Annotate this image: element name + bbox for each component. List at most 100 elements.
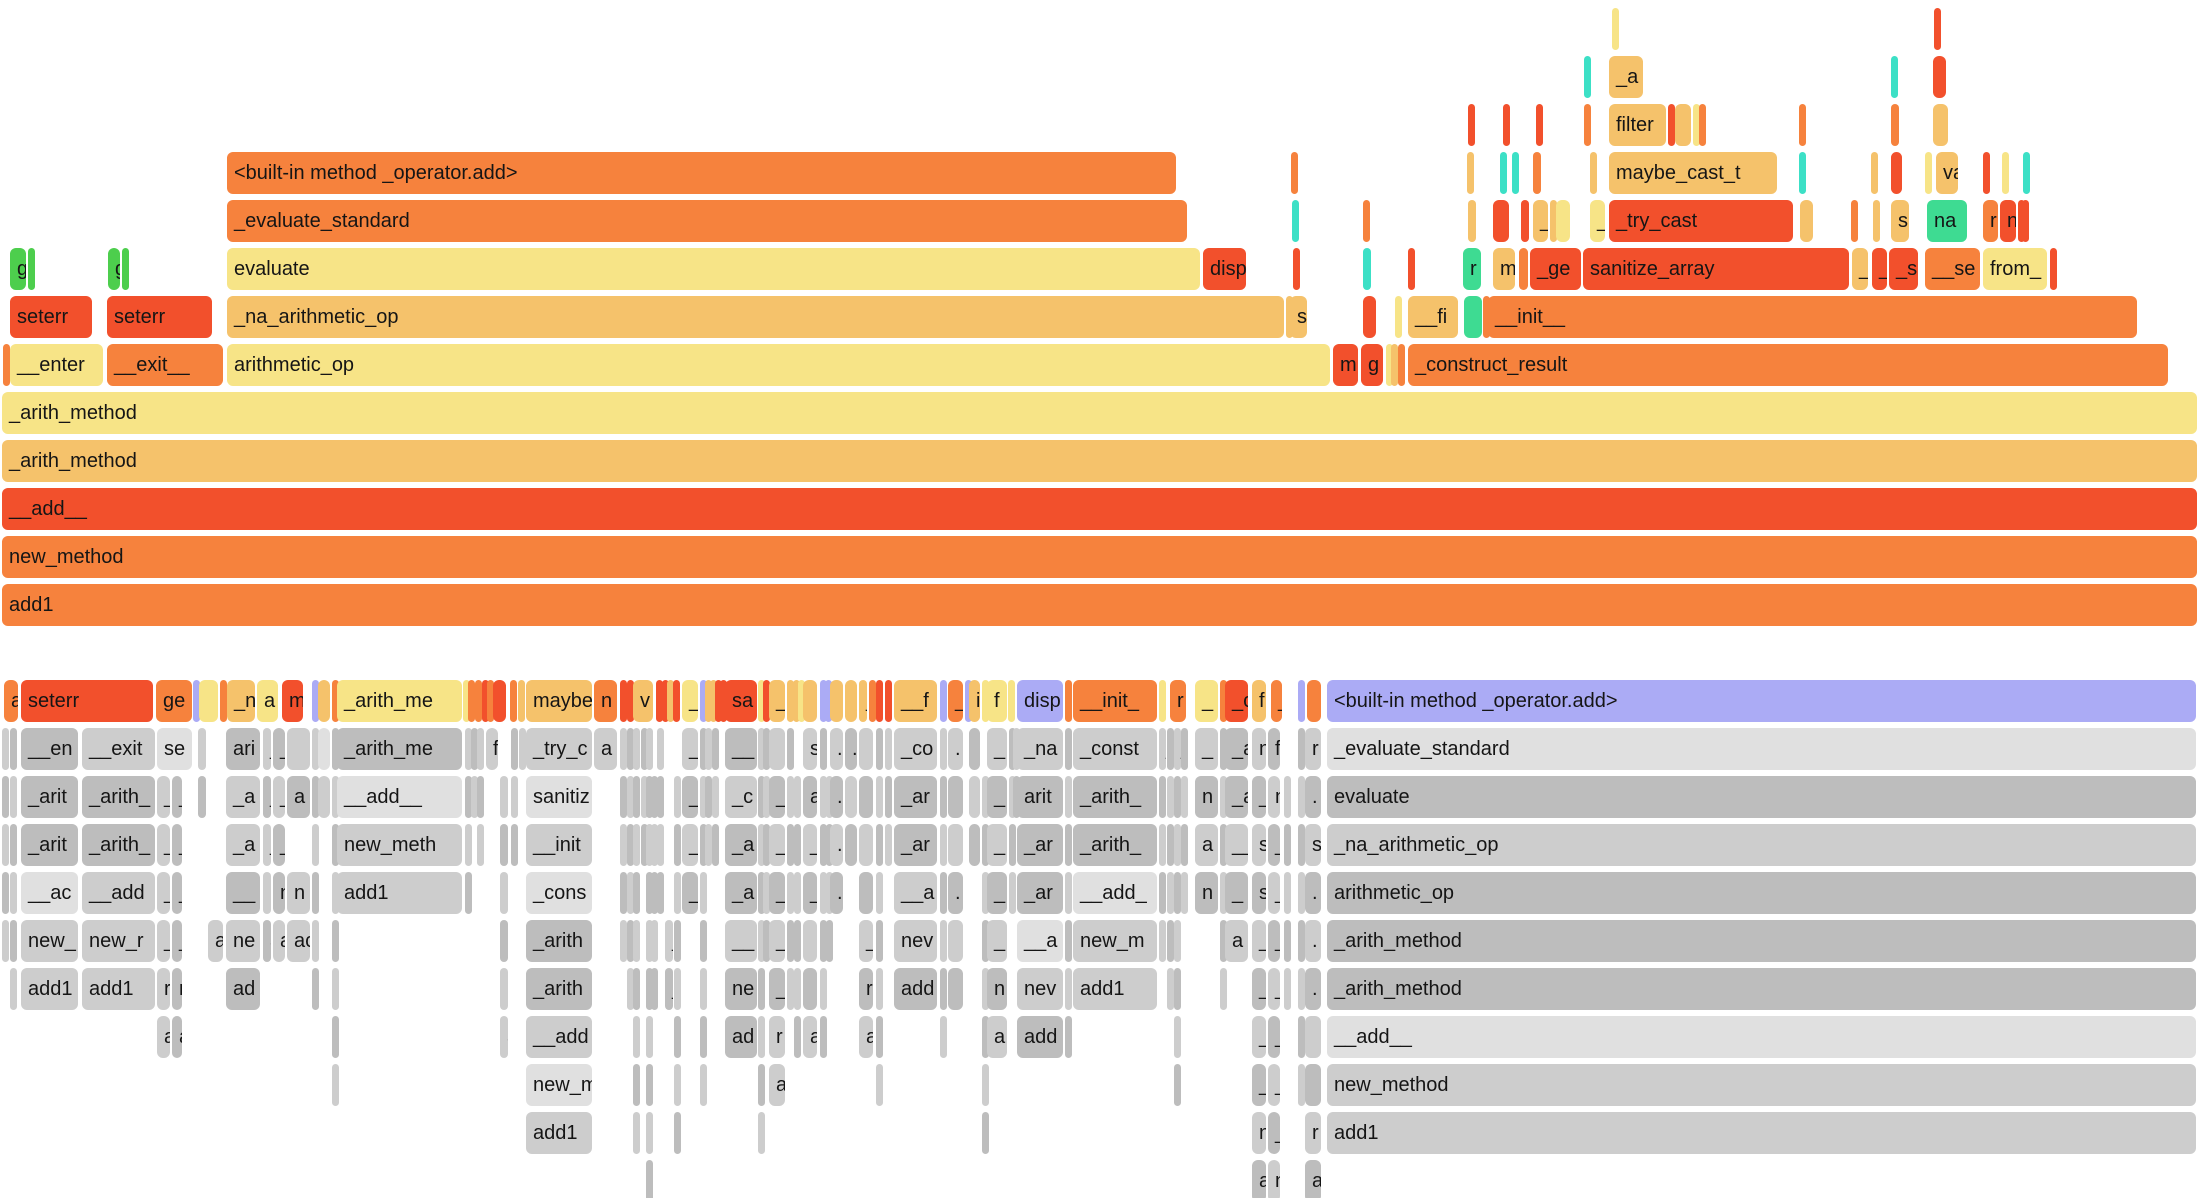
frame-sliver[interactable]: _: [1268, 920, 1280, 962]
frame-a[interactable]: __a: [894, 872, 937, 914]
frame-new-method[interactable]: new_method: [2, 536, 2197, 578]
frame-sliver[interactable]: [1174, 824, 1181, 866]
frame-sliver[interactable]: [465, 776, 472, 818]
frame-sliver[interactable]: [763, 920, 770, 962]
frame-ar[interactable]: _ar: [1017, 824, 1063, 866]
frame-sliver[interactable]: [1167, 920, 1174, 962]
frame-sliver[interactable]: [633, 824, 640, 866]
frame-sliver[interactable]: [1584, 56, 1591, 98]
frame-sliver[interactable]: [826, 824, 833, 866]
frame-sliver[interactable]: [712, 776, 719, 818]
frame-n[interactable]: n: [1268, 1160, 1280, 1198]
frame-sliver[interactable]: _: [157, 920, 170, 962]
frame-evaluate-standard[interactable]: _evaluate_standard: [227, 200, 1187, 242]
frame-exit[interactable]: __exit: [82, 728, 155, 770]
frame-sliver[interactable]: [674, 872, 681, 914]
frame-sanitiz[interactable]: sanitiz: [526, 776, 592, 818]
frame-sliver[interactable]: [763, 728, 770, 770]
frame-sliver[interactable]: _: [1268, 1064, 1280, 1106]
frame-sliver[interactable]: _: [1268, 824, 1280, 866]
frame-sliver[interactable]: [1873, 200, 1880, 242]
frame-sliver[interactable]: [1009, 824, 1016, 866]
frame-arith[interactable]: _arith_: [82, 776, 155, 818]
frame-arith-method[interactable]: _arith_method: [1327, 968, 2196, 1010]
frame-sliver[interactable]: [646, 728, 653, 770]
frame-init[interactable]: __init_: [1073, 680, 1157, 722]
frame-arith-method[interactable]: _arith_method: [2, 440, 2197, 482]
frame-sliver[interactable]: [1298, 968, 1305, 1010]
frame-sliver[interactable]: [1220, 680, 1227, 722]
frame-sliver[interactable]: [885, 776, 892, 818]
frame-sliver[interactable]: [1065, 680, 1072, 722]
frame-a[interactable]: a: [803, 776, 817, 818]
frame-sliver[interactable]: [1500, 152, 1507, 194]
frame-sliver[interactable]: _: [1852, 248, 1868, 290]
frame-sliver[interactable]: [674, 1112, 681, 1154]
frame-add[interactable]: add: [894, 968, 937, 1010]
frame-sliver[interactable]: [794, 872, 801, 914]
frame-a[interactable]: a: [1252, 1160, 1266, 1198]
frame-n[interactable]: n: [987, 968, 1007, 1010]
frame-sliver[interactable]: [1363, 248, 1371, 290]
frame-sliver[interactable]: [471, 728, 478, 770]
frame-sliver[interactable]: [712, 824, 719, 866]
frame-sliver[interactable]: [620, 728, 627, 770]
frame-sliver[interactable]: [2018, 200, 2025, 242]
frame-sliver[interactable]: [2, 920, 9, 962]
frame-ar[interactable]: _ar: [894, 824, 937, 866]
frame-sliver[interactable]: [803, 680, 817, 722]
frame-sliver[interactable]: [1305, 1064, 1321, 1106]
frame-sliver[interactable]: [1933, 56, 1946, 98]
frame-sliver[interactable]: [940, 776, 947, 818]
frame-sliver[interactable]: [627, 968, 634, 1010]
frame-sliver[interactable]: _: [157, 824, 170, 866]
frame-se[interactable]: __se: [1925, 248, 1980, 290]
frame-sliver[interactable]: [758, 728, 765, 770]
frame-sliver[interactable]: [982, 680, 989, 722]
frame-sliver[interactable]: [500, 920, 508, 962]
frame-a[interactable]: _a: [273, 728, 285, 770]
frame-r[interactable]: r: [1305, 1112, 1321, 1154]
frame-sliver[interactable]: [312, 728, 319, 770]
frame-sliver[interactable]: [199, 680, 218, 722]
frame-sliver[interactable]: [1065, 776, 1072, 818]
frame-sliver[interactable]: [982, 776, 989, 818]
frame-sliver[interactable]: [820, 728, 827, 770]
frame-sliver[interactable]: [1174, 872, 1181, 914]
frame-sliver[interactable]: [876, 872, 883, 914]
frame-seterr[interactable]: seterr: [21, 680, 153, 722]
frame-sliver[interactable]: [820, 776, 827, 818]
frame-sliver[interactable]: [318, 680, 330, 722]
frame-g[interactable]: g: [1361, 344, 1383, 386]
frame-sliver[interactable]: [820, 872, 827, 914]
frame-sliver[interactable]: [826, 872, 833, 914]
frame-sliver[interactable]: [758, 1064, 765, 1106]
frame-sliver[interactable]: _: [769, 680, 785, 722]
frame-sliver[interactable]: [332, 824, 339, 866]
frame-sliver[interactable]: [803, 920, 817, 962]
frame-r[interactable]: r: [1170, 680, 1186, 722]
frame-sliver[interactable]: [627, 776, 634, 818]
frame-sliver[interactable]: [627, 680, 634, 722]
frame-sliver[interactable]: [332, 680, 339, 722]
frame-g[interactable]: g: [108, 248, 120, 290]
frame-sliver[interactable]: [1167, 824, 1174, 866]
frame-sliver[interactable]: [1284, 824, 1291, 866]
frame-a[interactable]: a: [594, 728, 617, 770]
frame-sliver[interactable]: _: [682, 728, 698, 770]
frame-sliver[interactable]: _: [987, 776, 1007, 818]
frame-sliver[interactable]: [1159, 776, 1166, 818]
frame-sliver[interactable]: [673, 680, 680, 722]
frame-sliver[interactable]: _: [1252, 776, 1266, 818]
frame-va[interactable]: va: [1936, 152, 1958, 194]
frame-a[interactable]: a: [263, 920, 271, 962]
frame-sliver[interactable]: [763, 680, 770, 722]
frame-sliver[interactable]: [646, 776, 653, 818]
frame-sliver[interactable]: [1065, 1016, 1072, 1058]
frame-f[interactable]: __f: [894, 680, 937, 722]
frame-sliver[interactable]: [1363, 296, 1376, 338]
frame-sliver[interactable]: [1013, 728, 1020, 770]
frame-ad[interactable]: ad: [725, 1016, 757, 1058]
frame-sliver[interactable]: [1159, 824, 1166, 866]
frame-sliver[interactable]: [1181, 872, 1188, 914]
